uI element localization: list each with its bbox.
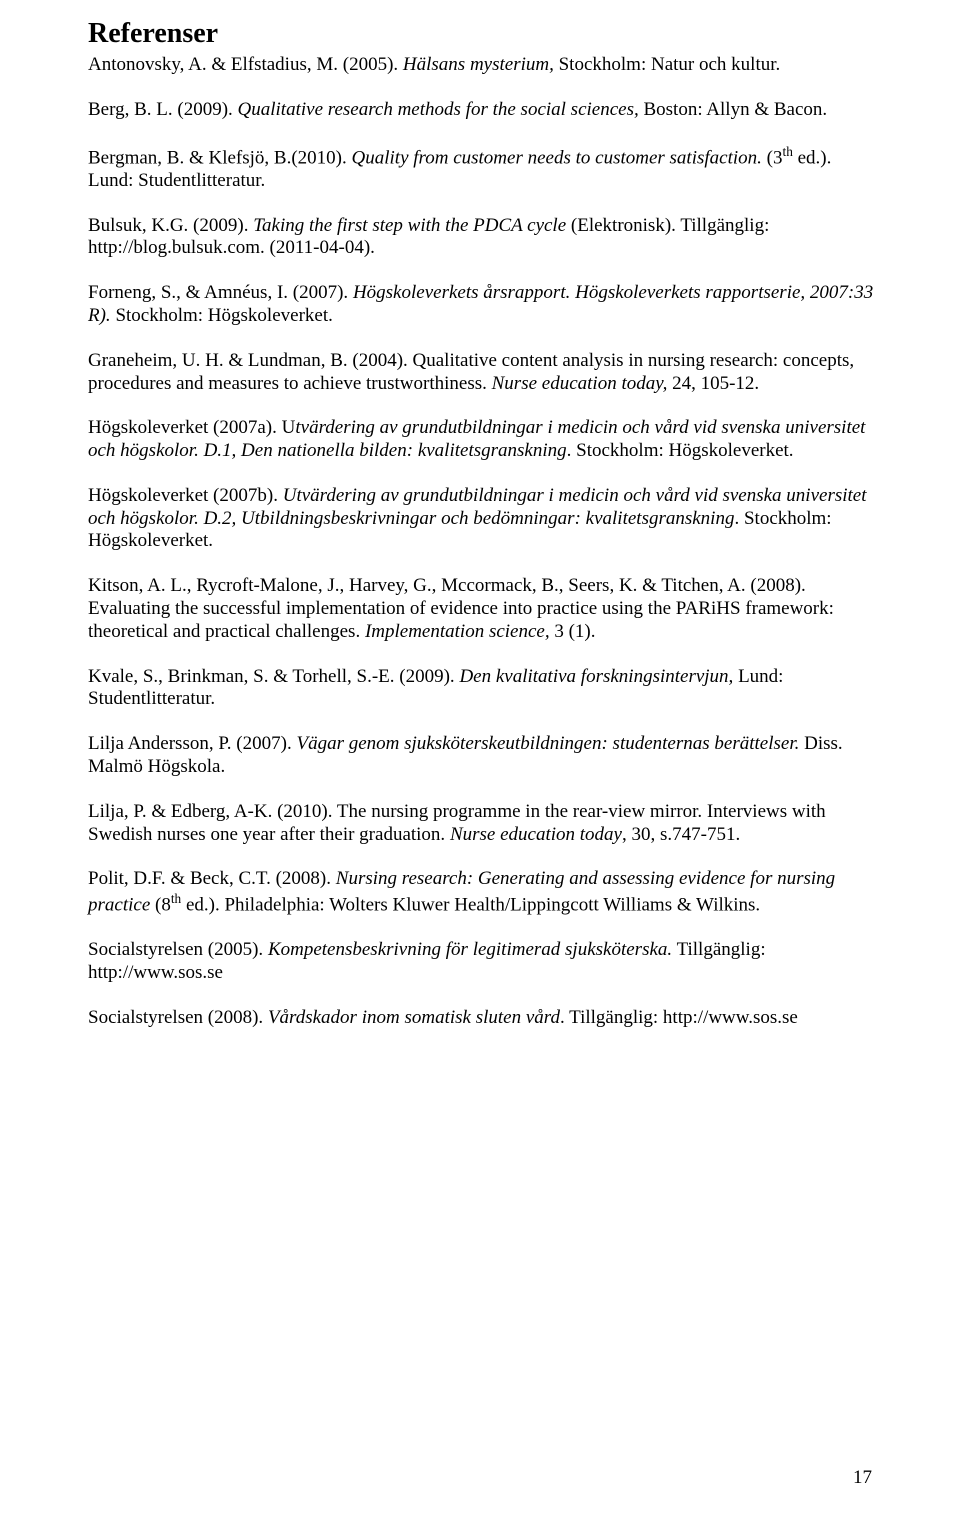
reference-entry: Berg, B. L. (2009). Qualitative research…: [88, 99, 880, 122]
reference-entry: Kvale, S., Brinkman, S. & Torhell, S.-E.…: [88, 666, 880, 712]
reference-entry: Kitson, A. L., Rycroft-Malone, J., Harve…: [88, 575, 880, 643]
reference-entry: Graneheim, U. H. & Lundman, B. (2004). Q…: [88, 350, 880, 396]
reference-entry: Forneng, S., & Amnéus, I. (2007). Högsko…: [88, 282, 880, 328]
reference-entry: Antonovsky, A. & Elfstadius, M. (2005). …: [88, 54, 880, 77]
references-list: Antonovsky, A. & Elfstadius, M. (2005). …: [88, 54, 880, 1030]
reference-entry: Bulsuk, K.G. (2009). Taking the first st…: [88, 215, 880, 261]
document-page: Referenser Antonovsky, A. & Elfstadius, …: [0, 0, 960, 1519]
reference-entry: Polit, D.F. & Beck, C.T. (2008). Nursing…: [88, 868, 880, 917]
reference-entry: Socialstyrelsen (2005). Kompetensbeskriv…: [88, 939, 880, 985]
page-number: 17: [853, 1467, 872, 1489]
reference-entry: Lilja, P. & Edberg, A-K. (2010). The nur…: [88, 801, 880, 847]
reference-entry: Lilja Andersson, P. (2007). Vägar genom …: [88, 733, 880, 779]
page-title: Referenser: [88, 18, 880, 50]
reference-entry: Högskoleverket (2007b). Utvärdering av g…: [88, 485, 880, 553]
reference-entry: Socialstyrelsen (2008). Vårdskador inom …: [88, 1007, 880, 1030]
reference-entry: Högskoleverket (2007a). Utvärdering av g…: [88, 417, 880, 463]
reference-entry: Bergman, B. & Klefsjö, B.(2010). Quality…: [88, 144, 880, 193]
